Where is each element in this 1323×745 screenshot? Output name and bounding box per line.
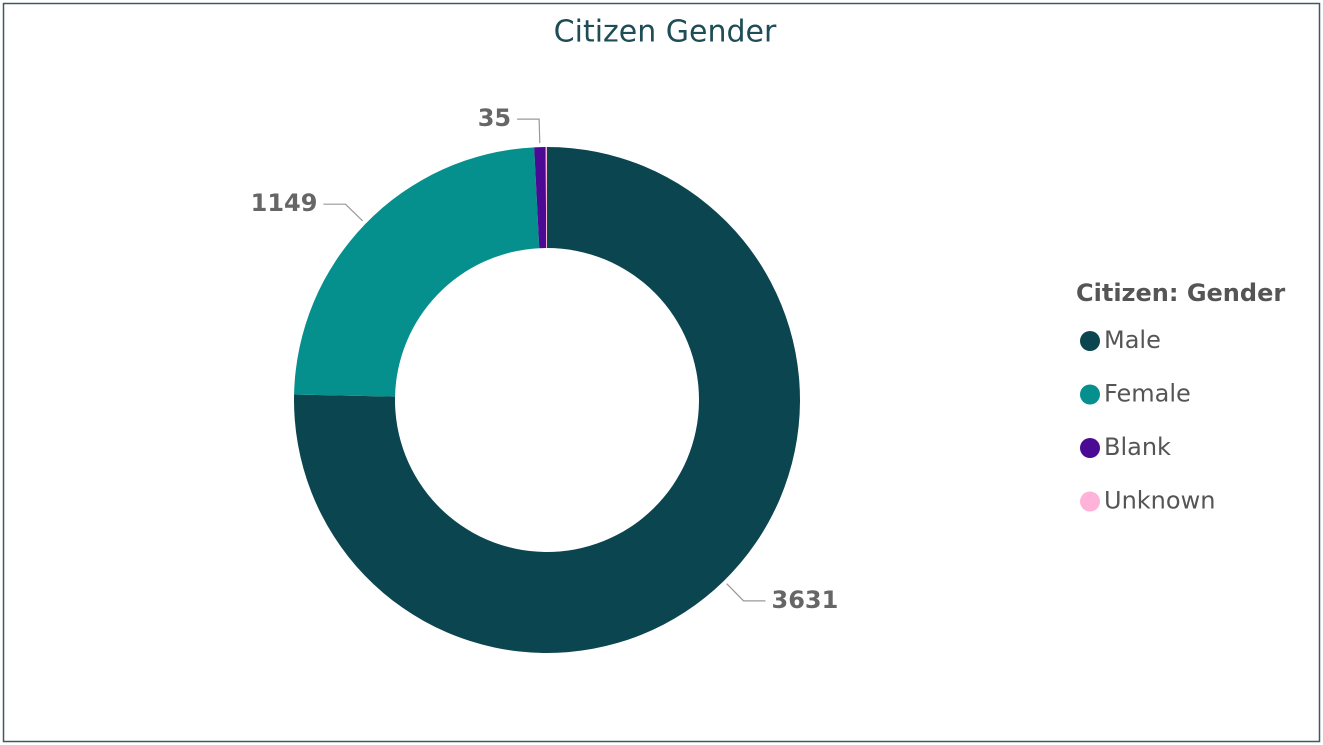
leader-line	[323, 203, 364, 222]
leader-line	[517, 118, 541, 144]
legend-swatch	[1080, 384, 1100, 405]
legend-label: Female	[1104, 380, 1191, 408]
legend-label: Blank	[1104, 433, 1171, 461]
donut-slice	[294, 147, 540, 397]
legend-swatch	[1080, 491, 1100, 512]
donut-slice	[534, 147, 547, 249]
legend-label: Unknown	[1104, 487, 1215, 515]
legend-swatch	[1080, 331, 1100, 351]
leader-line	[726, 583, 766, 602]
data-label: 1149	[251, 189, 318, 217]
chart-title: Citizen Gender	[554, 15, 777, 50]
donut-slice	[294, 147, 800, 653]
legend-label: Male	[1104, 326, 1161, 354]
data-label: 35	[478, 104, 511, 132]
donut-slice	[545, 147, 547, 249]
legend-title: Citizen: Gender	[1076, 279, 1285, 307]
legend-swatch	[1080, 438, 1100, 458]
data-label: 3631	[772, 586, 839, 614]
